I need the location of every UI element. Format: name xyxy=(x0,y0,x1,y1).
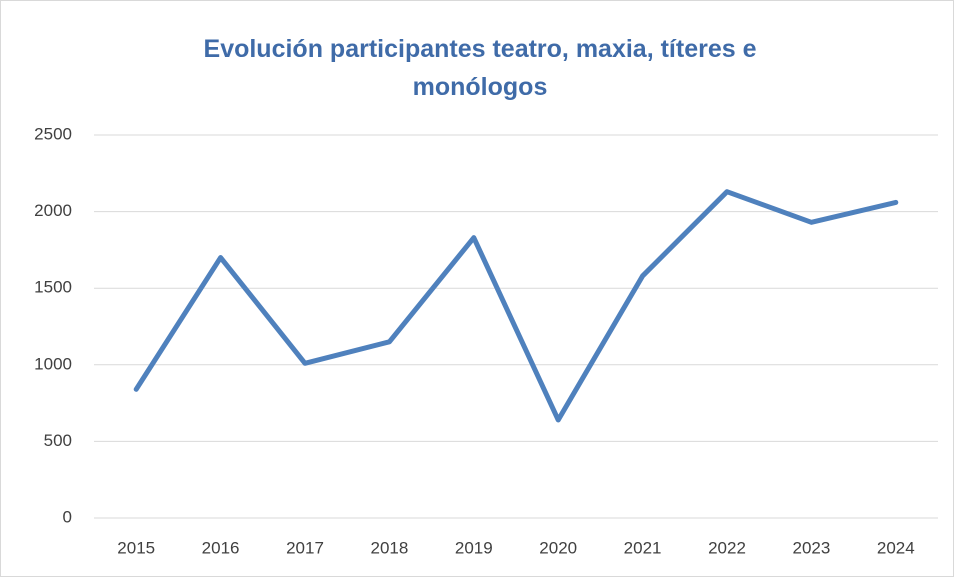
chart-title: Evolución participantes teatro, maxia, t… xyxy=(203,35,757,101)
x-tick-label: 2019 xyxy=(455,538,493,557)
x-tick-label: 2023 xyxy=(792,538,830,557)
x-tick-label: 2018 xyxy=(370,538,408,557)
y-tick-label: 1500 xyxy=(34,278,72,297)
x-tick-label: 2015 xyxy=(117,538,155,557)
y-tick-label: 2500 xyxy=(34,124,72,143)
x-tick-label: 2016 xyxy=(202,538,240,557)
x-tick-label: 2022 xyxy=(708,538,746,557)
x-tick-label: 2024 xyxy=(877,538,915,557)
y-tick-label: 1000 xyxy=(34,354,72,373)
x-tick-label: 2021 xyxy=(624,538,662,557)
y-tick-label: 2000 xyxy=(34,201,72,220)
data-line xyxy=(133,189,899,423)
y-tick-label: 500 xyxy=(44,431,72,450)
x-tick-label: 2020 xyxy=(539,538,577,557)
y-tick-label: 0 xyxy=(63,507,72,526)
x-tick-label: 2017 xyxy=(286,538,324,557)
